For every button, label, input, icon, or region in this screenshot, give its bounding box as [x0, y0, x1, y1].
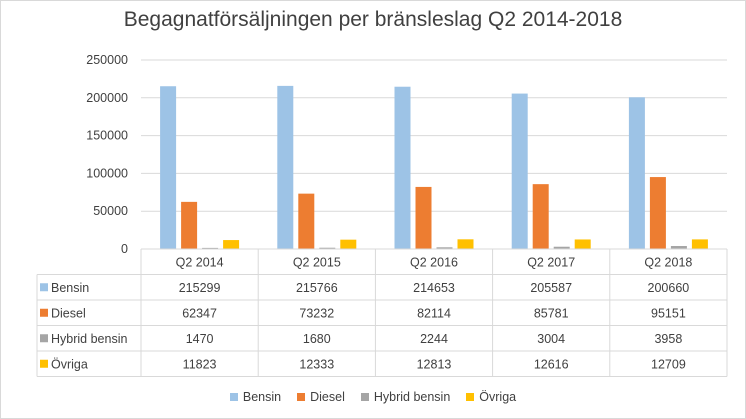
bar-hybrid-bensin: [436, 247, 453, 249]
bar-bensin: [277, 85, 294, 249]
table-legend-swatch: [40, 308, 48, 317]
table-cell-value: 215299: [179, 281, 221, 295]
legend-label: Diesel: [310, 390, 345, 404]
x-tick-label: Q2 2015: [293, 255, 341, 269]
table-legend-swatch: [40, 359, 48, 368]
table-cell-value: 12616: [534, 357, 569, 371]
legend-swatch: [360, 393, 369, 401]
table-cell-value: 1470: [186, 332, 214, 346]
legend: Bensin Diesel Hybrid bensin Övriga: [0, 390, 746, 404]
bar-övriga: [223, 240, 240, 249]
table-cell-value: 11823: [183, 357, 217, 371]
table-cell-value: 85781: [534, 306, 569, 320]
table-series-label: Hybrid bensin: [51, 332, 127, 346]
bar-diesel: [532, 184, 549, 249]
bar-hybrid-bensin: [202, 247, 219, 249]
x-tick-label: Q2 2016: [410, 255, 458, 269]
chart-title: Begagnatförsäljningen per bränsleslag Q2…: [123, 8, 623, 31]
x-tick-label: Q2 2017: [527, 255, 575, 269]
y-tick-label: 100000: [86, 166, 128, 180]
y-tick-label: 0: [121, 242, 128, 256]
legend-swatch: [466, 393, 475, 401]
table-cell-value: 3004: [537, 332, 565, 346]
bar-diesel: [649, 177, 666, 249]
bar-hybrid-bensin: [319, 247, 336, 249]
table-cell-value: 82114: [417, 306, 451, 320]
y-tick-label: 50000: [93, 204, 128, 218]
table-cell-value: 12813: [417, 357, 452, 371]
legend-label: Övriga: [479, 390, 517, 404]
table-cell-value: 73232: [299, 306, 334, 320]
table-cell-value: 214653: [413, 281, 455, 295]
bar-bensin: [160, 86, 177, 250]
table-series-label: Övriga: [51, 357, 88, 371]
table-cell-value: 200660: [648, 281, 690, 295]
legend-item: Hybrid bensin: [360, 390, 451, 404]
table-legend-swatch: [40, 334, 48, 343]
table-cell-value: 62347: [182, 306, 217, 320]
table-series-label: Diesel: [51, 306, 86, 320]
table-cell-value: 2244: [420, 332, 448, 346]
bar-övriga: [574, 239, 591, 249]
table-cell-value: 205587: [530, 281, 572, 295]
legend-swatch: [229, 393, 238, 401]
legend-swatch: [297, 393, 306, 401]
legend-item: Diesel: [297, 390, 345, 404]
legend-item: Övriga: [466, 390, 516, 404]
table-cell-value: 215766: [296, 281, 338, 295]
x-tick-label: Q2 2014: [176, 255, 224, 269]
table-series-label: Bensin: [51, 281, 89, 295]
bar-övriga: [340, 239, 357, 249]
bar-hybrid-bensin: [670, 246, 687, 249]
y-tick-label: 250000: [86, 53, 128, 67]
bar-övriga: [691, 239, 708, 249]
y-tick-label: 150000: [86, 129, 128, 143]
bar-hybrid-bensin: [553, 246, 570, 249]
table-cell-value: 12709: [651, 357, 686, 371]
bar-bensin: [511, 93, 528, 249]
bar-diesel: [181, 201, 198, 249]
table-cell-value: 3958: [654, 332, 682, 346]
table-cell-value: 95151: [651, 306, 686, 320]
table-legend-swatch: [40, 283, 48, 292]
bar-diesel: [298, 193, 315, 249]
bar-bensin: [394, 86, 411, 250]
bar-bensin: [628, 97, 645, 249]
y-tick-label: 200000: [86, 91, 128, 105]
table-cell-value: 1680: [303, 332, 331, 346]
x-tick-label: Q2 2018: [644, 255, 692, 269]
bar-övriga: [457, 239, 474, 249]
legend-label: Bensin: [242, 390, 282, 404]
legend-label: Hybrid bensin: [373, 390, 451, 404]
legend-item: Bensin: [229, 390, 282, 404]
table-cell-value: 12333: [299, 357, 334, 371]
bar-diesel: [415, 186, 432, 249]
